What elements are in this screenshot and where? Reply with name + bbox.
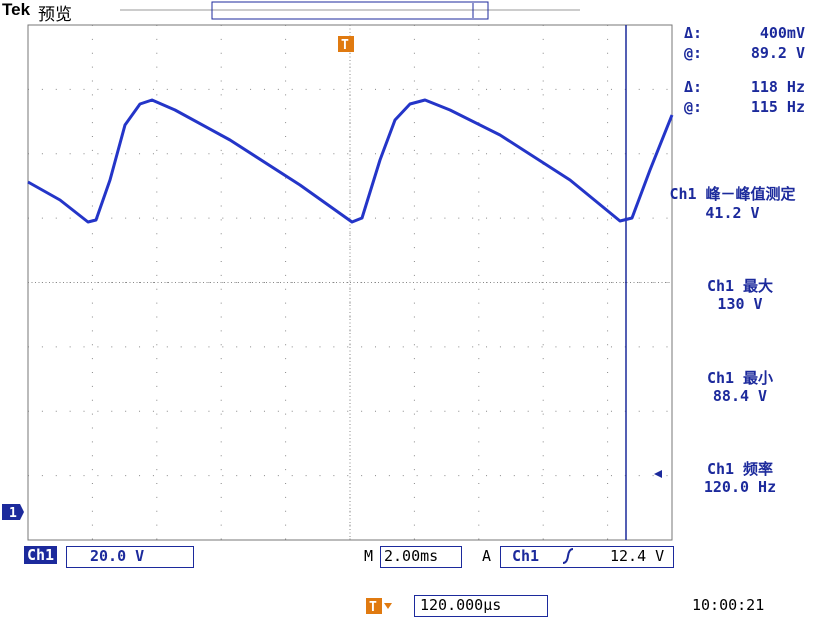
offset-icon xyxy=(366,598,382,614)
trigger-box xyxy=(500,546,674,568)
time-scale: 2.00ms xyxy=(384,547,439,565)
trigger-level-marker xyxy=(654,470,662,478)
cursor-value: 118 Hz xyxy=(750,78,805,96)
graticule xyxy=(28,25,672,540)
trigger-offset: 120.000µs xyxy=(420,596,502,614)
cursor-label: @: xyxy=(684,44,703,62)
offset-box xyxy=(414,595,548,617)
cursor-label: Δ: xyxy=(684,78,703,96)
channel-marker-label: 1 xyxy=(9,506,17,521)
readout-value: 130 V xyxy=(717,295,763,313)
readout-value: 88.4 V xyxy=(712,387,768,405)
time-box xyxy=(380,546,462,568)
channel-label: Ch1 xyxy=(24,546,58,564)
trigger-marker-label: T xyxy=(341,38,349,53)
brand: Tek xyxy=(2,0,31,19)
cursor-label: @: xyxy=(684,98,703,116)
readout-label: Ch1 频率 xyxy=(706,460,774,478)
slope-icon xyxy=(562,548,574,564)
mode: 预览 xyxy=(38,5,72,25)
readout-value: 120.0 Hz xyxy=(703,478,777,496)
waveform xyxy=(27,98,674,224)
clock: 10:00:21 xyxy=(692,596,765,614)
cursor-value: 115 Hz xyxy=(750,98,805,116)
readout-value: 41.2 V xyxy=(705,204,760,222)
offset-icon-label: T xyxy=(369,600,377,615)
trigger-marker xyxy=(338,36,354,52)
channel-marker xyxy=(2,504,24,520)
cursor-label: Δ: xyxy=(684,24,703,42)
cursor-value: 400mV xyxy=(759,24,805,42)
cursor-value: 89.2 V xyxy=(750,44,805,62)
readout-label: Ch1 峰－峰值测定 xyxy=(669,185,796,203)
record-window xyxy=(211,1,489,20)
time-label: M xyxy=(364,547,374,565)
trigger-label: A xyxy=(482,547,492,565)
readout-label: Ch1 最小 xyxy=(706,369,774,387)
offset-arrow xyxy=(384,603,392,609)
channel-scale: 20.0 V xyxy=(90,547,145,565)
scale-box xyxy=(66,546,194,568)
trigger-source: Ch1 xyxy=(512,547,540,565)
trigger-level: 12.4 V xyxy=(610,547,665,565)
readout-label: Ch1 最大 xyxy=(706,277,774,295)
